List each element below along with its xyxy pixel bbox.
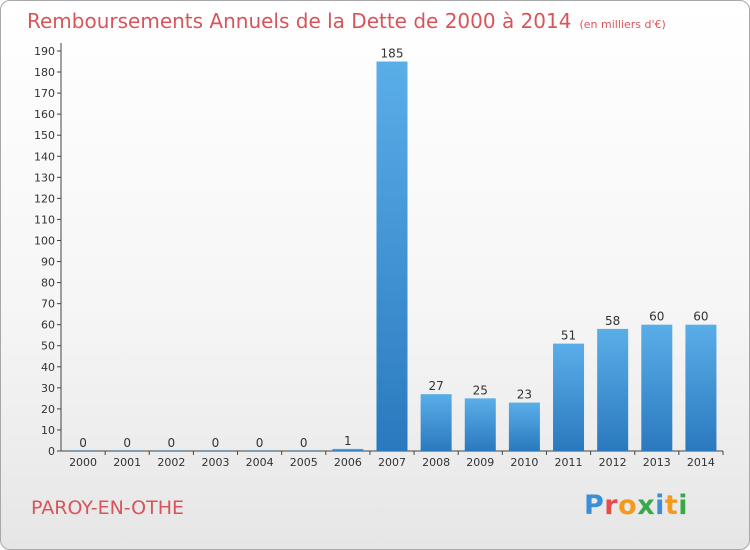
y-tick-label: 140	[34, 150, 55, 163]
bar	[244, 450, 276, 451]
x-tick-label: 2007	[378, 456, 406, 469]
bar	[376, 61, 408, 452]
data-label: 60	[693, 310, 708, 324]
chart-title: Remboursements Annuels de la Dette de 20…	[27, 9, 666, 33]
logo-letter: r	[604, 490, 619, 521]
y-tick-label: 100	[34, 234, 55, 247]
data-label: 1	[344, 434, 352, 448]
data-label: 58	[605, 314, 620, 328]
bar	[199, 450, 231, 451]
bar	[685, 324, 717, 451]
y-tick-label: 130	[34, 171, 55, 184]
x-tick-label: 2013	[643, 456, 671, 469]
y-tick-label: 180	[34, 66, 55, 79]
data-label: 0	[123, 436, 131, 450]
data-label: 185	[381, 47, 404, 61]
logo-letter: x	[637, 490, 656, 521]
bar	[67, 450, 99, 451]
x-tick-label: 2008	[422, 456, 450, 469]
x-tick-label: 2004	[246, 456, 274, 469]
x-tick-label: 2006	[334, 456, 362, 469]
bar	[553, 343, 585, 451]
bar	[332, 448, 364, 451]
x-tick-label: 2000	[69, 456, 97, 469]
x-tick-label: 2005	[290, 456, 318, 469]
data-label: 0	[300, 436, 308, 450]
bar	[111, 450, 143, 451]
bar	[597, 328, 629, 451]
y-tick-label: 50	[41, 340, 55, 353]
y-tick-label: 170	[34, 87, 55, 100]
y-tick-label: 120	[34, 192, 55, 205]
y-tick-label: 0	[48, 445, 55, 458]
y-tick-label: 150	[34, 129, 55, 142]
y-tick-label: 60	[41, 319, 55, 332]
logo-letter: i	[655, 490, 665, 521]
logo-letter: t	[664, 490, 679, 521]
logo-letter: P	[584, 490, 605, 521]
y-tick-label: 40	[41, 361, 55, 374]
chart-title-text: Remboursements Annuels de la Dette de 20…	[27, 9, 572, 33]
bar	[508, 402, 540, 451]
x-tick-label: 2009	[466, 456, 494, 469]
x-tick-label: 2012	[599, 456, 627, 469]
data-label: 51	[561, 329, 576, 343]
bar	[288, 450, 320, 451]
x-tick-label: 2010	[510, 456, 538, 469]
x-tick-label: 2014	[687, 456, 715, 469]
y-tick-label: 80	[41, 277, 55, 290]
logo-letter: i	[678, 490, 689, 521]
data-label: 25	[473, 383, 488, 397]
data-label: 0	[168, 436, 176, 450]
proxiti-logo: Proxiti	[584, 490, 688, 521]
data-label: 27	[428, 379, 443, 393]
y-tick-label: 70	[41, 298, 55, 311]
data-label: 0	[79, 436, 87, 450]
x-tick-label: 2002	[157, 456, 185, 469]
x-tick-label: 2001	[113, 456, 141, 469]
chart-unit-label: (en milliers d'€)	[579, 18, 666, 31]
bar	[155, 450, 187, 451]
data-label: 60	[649, 310, 664, 324]
y-tick-label: 190	[34, 45, 55, 58]
commune-name: PAROY-EN-OTHE	[31, 497, 185, 519]
bar	[420, 394, 452, 451]
y-tick-label: 10	[41, 424, 55, 437]
data-label: 0	[256, 436, 264, 450]
data-label: 23	[517, 388, 532, 402]
bar	[641, 324, 673, 451]
y-tick-label: 20	[41, 403, 55, 416]
y-tick-label: 110	[34, 213, 55, 226]
y-tick-label: 30	[41, 382, 55, 395]
logo-letter: o	[618, 490, 638, 521]
data-label: 0	[212, 436, 220, 450]
x-tick-label: 2003	[201, 456, 229, 469]
y-tick-label: 160	[34, 108, 55, 121]
y-tick-label: 90	[41, 256, 55, 269]
x-tick-label: 2011	[555, 456, 583, 469]
bar	[464, 398, 496, 451]
